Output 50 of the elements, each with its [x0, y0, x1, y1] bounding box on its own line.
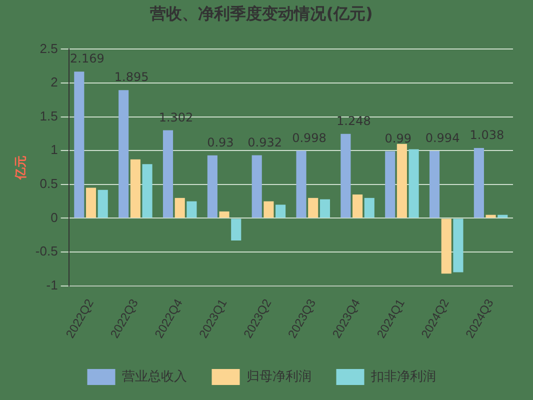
data-label: 2.169: [70, 52, 104, 66]
bar: [186, 201, 197, 218]
chart-title: 营收、净利季度变动情况(亿元): [149, 4, 373, 23]
bar: [264, 201, 274, 218]
bar: [429, 151, 440, 218]
bar: [474, 148, 484, 218]
data-label: 1.038: [470, 128, 504, 142]
bar: [453, 218, 464, 272]
bar: [408, 149, 419, 218]
data-label: 1.895: [114, 70, 149, 84]
y-tick-label: -1: [46, 277, 58, 292]
data-label: 0.93: [207, 135, 234, 150]
bar: [231, 218, 242, 241]
y-tick-label: 1.5: [40, 108, 58, 124]
legend-label: 归母净利润: [246, 368, 312, 384]
data-label: 0.998: [292, 130, 326, 145]
y-tick-label: -0.5: [35, 244, 58, 259]
bar: [385, 151, 396, 218]
bar: [396, 144, 407, 218]
legend-label: 营业总收入: [122, 368, 187, 384]
bar: [207, 155, 218, 218]
bar: [352, 194, 363, 218]
bar: [130, 159, 140, 218]
bar: [86, 188, 96, 218]
data-label: 1.248: [336, 114, 371, 128]
y-tick-label: 0.5: [40, 176, 58, 191]
y-axis-title: 亿元: [14, 156, 28, 181]
bar: [162, 130, 174, 218]
bar: [174, 198, 185, 218]
bar: [74, 72, 84, 218]
y-tick-label: 1: [50, 142, 58, 158]
data-label: 0.932: [248, 135, 282, 150]
bar: [118, 90, 129, 218]
bar: [98, 190, 108, 218]
bar: [219, 211, 230, 218]
y-tick-label: 2.5: [40, 40, 58, 56]
bar: [142, 164, 152, 218]
bar: [252, 155, 262, 218]
data-label: 0.994: [425, 131, 460, 146]
bar: [296, 150, 306, 218]
y-tick-label: 0: [50, 210, 58, 225]
bar: [364, 198, 374, 218]
legend-label: 扣非净利润: [370, 368, 436, 384]
bar: [340, 134, 351, 218]
bar: [276, 204, 286, 218]
y-tick-label: 2: [50, 74, 58, 90]
bar: [441, 218, 452, 274]
bar: [320, 199, 330, 218]
data-label: 0.99: [384, 131, 412, 146]
bar: [308, 198, 318, 218]
